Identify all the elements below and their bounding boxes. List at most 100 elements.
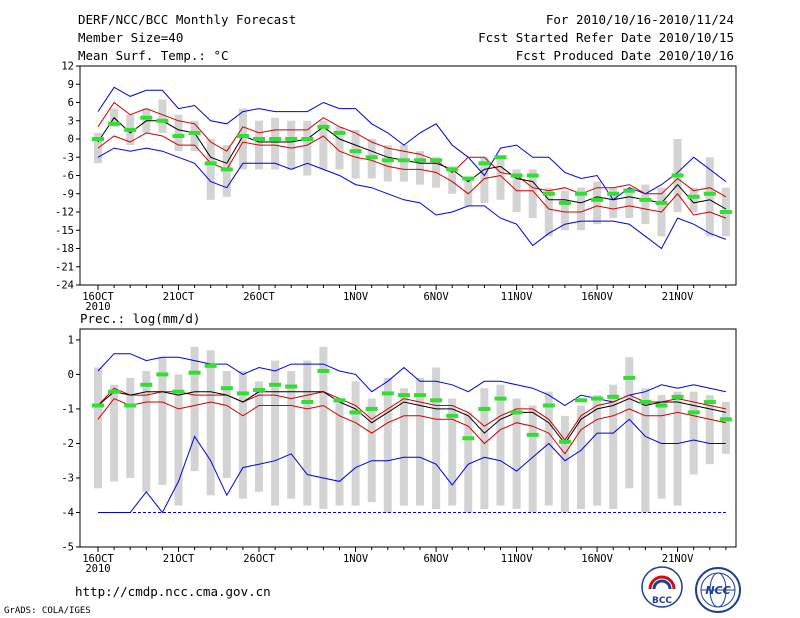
temp-observed-mark [236, 133, 249, 138]
prec-spread-box [351, 381, 360, 506]
prec-spread-box [319, 346, 328, 510]
prec-panel-title: Prec.: log(mm/d) [80, 311, 200, 326]
temp-observed-mark [285, 137, 298, 141]
temp-spread-box [206, 139, 215, 200]
prec-band-lower-line [97, 397, 727, 455]
prec-spread-box [641, 388, 650, 513]
prec-band-upper-line [97, 387, 727, 441]
ncc-logo-icon: NCC [695, 567, 741, 613]
temp-observed-mark [607, 191, 620, 196]
prec-observed-mark [526, 432, 539, 437]
prec-x-tick-label: 11NOV [501, 553, 533, 565]
temp-spread-box [577, 187, 585, 231]
variable-label: Mean Surf. Temp.: °C [78, 48, 229, 63]
prec-spread-box [110, 384, 119, 482]
prec-spread-box [367, 398, 376, 503]
temp-observed-mark [317, 124, 330, 129]
temp-observed-mark [414, 158, 426, 163]
prec-observed-mark [220, 386, 233, 391]
prec-spread-box [544, 391, 553, 506]
temp-observed-mark [124, 127, 137, 132]
temp-spread-box [399, 145, 408, 182]
prec-observed-mark [719, 417, 732, 422]
prec-spread-box [206, 350, 215, 496]
temp-y-tick-label: -9 [61, 188, 74, 200]
temp-spread-box [496, 157, 505, 200]
temp-observed-mark [526, 173, 539, 178]
prec-spread-box [512, 398, 521, 510]
footer-url[interactable]: http://cmdp.ncc.cma.gov.cn [75, 584, 271, 599]
prec-spread-box [657, 395, 666, 499]
prec-observed-mark [575, 398, 587, 403]
prec-observed-mark [446, 413, 459, 418]
prec-observed-mark [269, 382, 282, 387]
prec-observed-mark [655, 403, 668, 408]
prec-observed-mark [510, 410, 523, 415]
prec-spread-box [689, 391, 698, 475]
temp-observed-mark [172, 133, 185, 138]
temp-spread-box [158, 99, 167, 133]
prec-observed-mark [333, 398, 346, 403]
prec-x-tick-label: 6NOV [423, 553, 449, 565]
prec-spread-box [609, 384, 618, 510]
prec-observed-mark [542, 403, 555, 408]
temp-spread-box [94, 132, 102, 164]
prec-spread-box [593, 395, 602, 506]
temp-band-lower-line [97, 132, 727, 219]
member-size-label: Member Size=40 [78, 30, 184, 45]
prec-spread-box [577, 405, 585, 510]
temp-observed-mark [558, 200, 571, 205]
temp-observed-mark [220, 167, 233, 172]
forecast-produced-date: Fcst Produced Date 2010/10/16 [515, 48, 734, 63]
temp-observed-mark [462, 176, 475, 181]
temp-spread-box [448, 166, 457, 194]
prec-observed-mark [172, 389, 185, 394]
temp-observed-mark [591, 197, 604, 202]
prec-spread-box [480, 388, 489, 510]
prec-observed-mark [494, 396, 507, 401]
prec-min-line [98, 418, 726, 514]
prec-observed-mark [703, 400, 716, 405]
temp-x-year-label: 2010 [85, 301, 110, 313]
prec-observed-mark [381, 391, 394, 396]
prec-y-tick-label: 0 [68, 369, 74, 381]
temp-spread-box [528, 169, 537, 219]
temp-max-line [97, 86, 727, 201]
temp-observed-mark [204, 161, 217, 166]
prec-spread-box [238, 370, 247, 499]
prec-y-tick-label: -5 [61, 542, 74, 554]
temp-observed-mark [92, 137, 104, 141]
temp-spread-box [271, 117, 280, 170]
temp-min-line [97, 147, 727, 250]
temp-observed-mark [510, 173, 523, 178]
temp-observed-mark [269, 137, 282, 141]
temp-spread-box [689, 187, 698, 212]
forecast-start-date: Fcst Started Refer Date 2010/10/15 [478, 30, 734, 45]
prec-observed-mark [301, 400, 314, 405]
prec-observed-mark [140, 382, 153, 387]
temp-observed-mark [140, 115, 153, 120]
prec-spread-box [303, 360, 312, 506]
prec-observed-mark [639, 400, 652, 405]
prec-spread-box [432, 367, 441, 510]
prec-spread-box [528, 405, 537, 513]
temp-spread-box [190, 120, 199, 152]
prec-observed-mark [108, 389, 121, 394]
prec-observed-mark [414, 393, 426, 398]
temp-observed-mark [156, 118, 169, 123]
prec-y-tick-label: 1 [68, 334, 74, 346]
temp-spread-box [464, 178, 473, 206]
prec-spread-box [142, 370, 151, 492]
temp-spread-box [238, 108, 247, 170]
prec-observed-mark [687, 410, 700, 415]
prec-x-tick-label: 16NOV [581, 553, 613, 565]
prec-mean-line [97, 391, 727, 445]
temp-mean-line [97, 116, 727, 210]
temp-x-tick-label: 21NOV [662, 291, 694, 303]
prec-spread-box [560, 415, 569, 513]
temp-x-tick-label: 1NOV [343, 291, 369, 303]
temp-panel [76, 65, 737, 290]
temp-y-tick-label: -3 [61, 152, 74, 164]
temp-observed-mark [639, 197, 652, 202]
temp-x-tick-label: 6NOV [423, 291, 449, 303]
